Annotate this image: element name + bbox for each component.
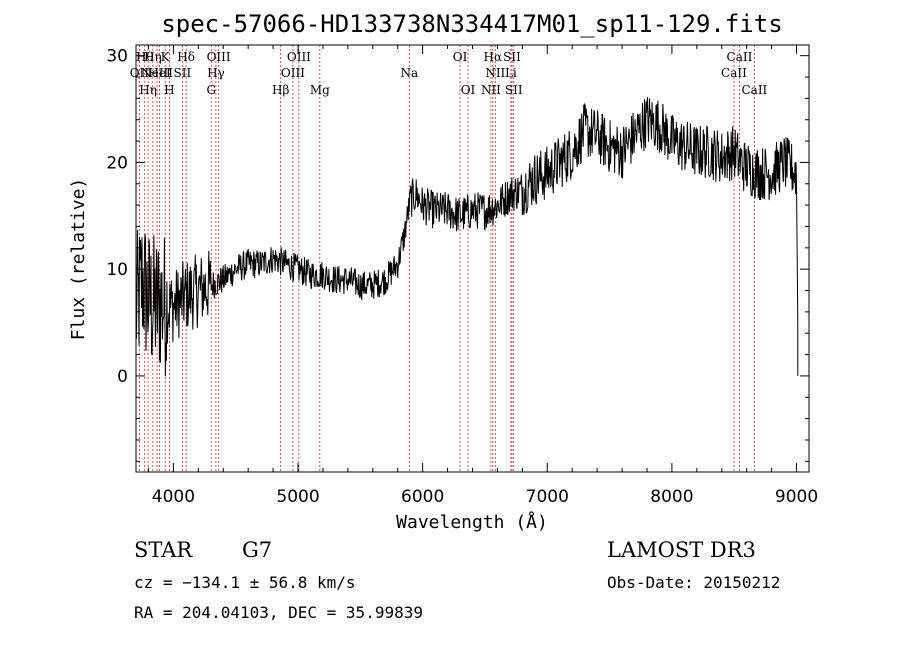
x-tick-label: 5000: [276, 487, 319, 507]
line-label: Hδ: [177, 50, 195, 64]
line-label: Li: [505, 66, 517, 80]
x-tick-label: 8000: [650, 487, 693, 507]
x-tick-label: 7000: [526, 487, 569, 507]
line-label: SII: [505, 83, 523, 97]
line-label: OI: [461, 83, 476, 97]
line-label: Hη: [139, 83, 157, 97]
line-label: OI: [453, 50, 468, 64]
y-tick-label: 20: [106, 153, 128, 173]
x-tick-label: 6000: [401, 487, 444, 507]
line-label: OIII: [287, 50, 311, 64]
redshift-velocity: cz = −134.1 ± 56.8 km/s: [134, 573, 356, 592]
line-label: Hη: [144, 50, 162, 64]
line-label: Hθ: [136, 50, 154, 64]
line-label: CaII: [721, 66, 747, 80]
line-label: SII: [174, 66, 192, 80]
line-label: NII: [485, 66, 505, 80]
survey-name: LAMOST DR3: [607, 538, 756, 562]
line-label: NII: [481, 83, 501, 97]
spectrum-series-line: [135, 96, 799, 377]
y-tick-label: 0: [117, 367, 128, 387]
chart-title: spec-57066-HD133738N334417M01_sp11-129.f…: [161, 10, 782, 38]
line-label: OIII: [207, 50, 231, 64]
line-label: NeIII: [141, 66, 173, 80]
observation-date: Obs-Date: 20150212: [607, 573, 781, 592]
x-axis-label: Wavelength (Å): [396, 511, 548, 533]
plot-frame: [135, 44, 810, 473]
line-label: OII: [130, 66, 150, 80]
line-label: CaII: [741, 83, 767, 97]
line-label: H: [164, 83, 174, 97]
line-labels: OIIHθHηHηNeIIIHeIKHSIIHδGHγOIIIHβOIIIOII…: [130, 50, 768, 97]
y-tick-label: 30: [106, 47, 128, 67]
line-label: Mg: [310, 83, 330, 97]
axis-tick-labels: 4000 5000 6000 7000 8000 9000 0 10 20 30: [106, 47, 818, 507]
emission-line-markers: [138, 45, 755, 472]
line-label: OIII: [281, 66, 305, 80]
x-tick-label: 9000: [775, 487, 818, 507]
line-label: HeI: [148, 66, 171, 80]
line-label: SII: [503, 50, 521, 64]
object-subclass: G7: [242, 538, 273, 562]
line-label: G: [206, 83, 216, 97]
coordinates: RA = 204.04103, DEC = 35.99839: [134, 603, 423, 622]
line-label: K: [161, 50, 171, 64]
line-label: CaII: [727, 50, 753, 64]
object-class: STAR: [134, 538, 193, 562]
x-tick-label: 4000: [152, 487, 195, 507]
y-tick-label: 10: [106, 260, 128, 280]
y-axis-label: Flux (relative): [68, 178, 89, 341]
line-label: Hα: [484, 50, 503, 64]
axis-ticks: [136, 45, 809, 472]
line-label: Hβ: [272, 83, 289, 97]
line-label: Hγ: [207, 66, 225, 80]
line-label: Na: [400, 66, 418, 80]
